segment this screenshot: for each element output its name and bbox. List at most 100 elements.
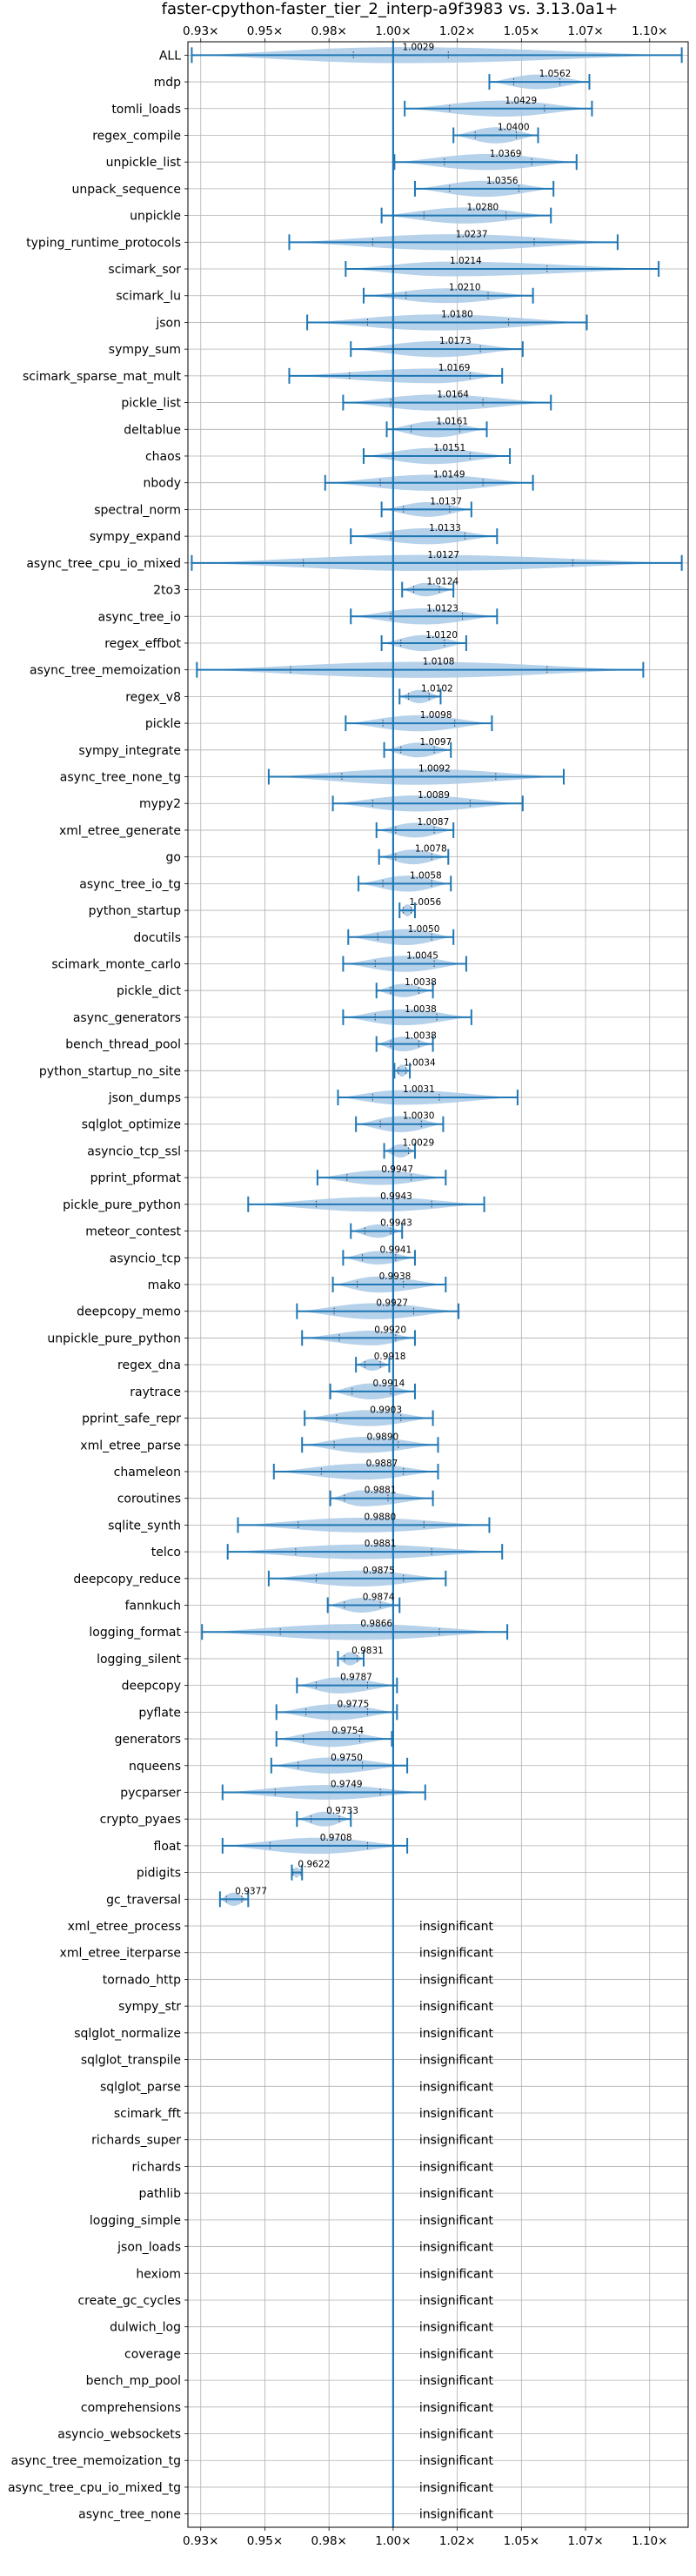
data-label: 0.9831	[351, 1646, 384, 1656]
x-tick-label-top: 0.93×	[183, 24, 218, 38]
benchmark-label: xml_etree_process	[68, 1920, 181, 1934]
benchmark-label: xml_etree_iterparse	[60, 1947, 181, 1961]
data-label: 0.9749	[331, 1779, 363, 1789]
benchmark-label: go	[166, 851, 181, 865]
data-label: 1.0029	[402, 42, 434, 52]
data-label: 1.0089	[418, 790, 450, 801]
benchmark-label: scimark_monte_carlo	[51, 957, 181, 971]
data-label: 1.0124	[426, 577, 458, 587]
insignificant-label: insignificant	[419, 2481, 494, 2495]
benchmark-label: pickle	[145, 717, 181, 731]
data-label: 0.9881	[365, 1486, 397, 1496]
data-label: 1.0161	[436, 416, 468, 426]
data-label: 1.0133	[429, 523, 461, 533]
benchmark-label: logging_simple	[90, 2214, 181, 2228]
benchmark-label: unpickle	[130, 210, 181, 224]
data-label: 0.9880	[365, 1512, 397, 1522]
benchmark-label: async_tree_none	[78, 2508, 181, 2522]
x-tick-label-top: 1.02×	[439, 24, 475, 38]
data-label: 0.9733	[326, 1806, 358, 1816]
data-label: 0.9754	[331, 1726, 364, 1736]
benchmark-label: 2to3	[153, 584, 181, 598]
benchmark-label: xml_etree_parse	[80, 1439, 181, 1452]
x-tick-label-top: 1.00×	[375, 24, 411, 38]
benchmark-label: regex_compile	[92, 129, 181, 143]
data-label: 1.0149	[433, 470, 465, 480]
benchmark-label: generators	[115, 1733, 181, 1747]
data-label: 1.0356	[486, 176, 519, 186]
insignificant-label: insignificant	[419, 2401, 494, 2415]
benchmark-label: dulwich_log	[110, 2321, 181, 2335]
benchmark-label: nqueens	[129, 1760, 181, 1774]
data-label: 0.9920	[374, 1325, 406, 1335]
x-tick-label-bottom: 1.10×	[632, 2534, 667, 2548]
benchmark-label: crypto_pyaes	[100, 1813, 181, 1827]
insignificant-label: insignificant	[419, 2428, 494, 2442]
benchmark-label: telco	[151, 1546, 181, 1560]
data-label: 0.9890	[366, 1432, 398, 1442]
benchmark-label: sympy_integrate	[78, 744, 181, 758]
benchmark-label: pprint_safe_repr	[82, 1412, 181, 1426]
x-tick-label-bottom: 1.05×	[504, 2534, 539, 2548]
benchmark-label: mako	[148, 1278, 181, 1292]
x-tick-label-top: 1.10×	[632, 24, 667, 38]
data-label: 0.9938	[379, 1271, 412, 1282]
benchmark-label: deepcopy	[122, 1680, 181, 1694]
data-label: 1.0097	[420, 737, 452, 748]
data-label: 0.9943	[380, 1191, 412, 1202]
data-label: 1.0056	[409, 897, 441, 908]
benchmark-label: unpickle_pure_python	[47, 1332, 181, 1345]
benchmark-label: comprehensions	[81, 2401, 181, 2415]
data-label: 1.0280	[466, 203, 499, 213]
benchmark-label: ALL	[159, 49, 181, 63]
data-label: 0.9377	[235, 1886, 267, 1896]
data-label: 1.0562	[539, 69, 572, 79]
insignificant-label: insignificant	[419, 2187, 494, 2201]
benchmark-label: meteor_contest	[85, 1225, 181, 1239]
data-label: 1.0127	[427, 550, 459, 560]
benchmark-label: regex_effbot	[104, 637, 181, 651]
benchmark-label: pickle_dict	[117, 984, 182, 998]
benchmark-label: docutils	[133, 931, 181, 945]
benchmark-label: pycparser	[120, 1786, 181, 1800]
benchmark-label: python_startup	[89, 904, 181, 918]
data-label: 1.0123	[426, 603, 458, 614]
benchmark-label: sqlite_synth	[108, 1519, 181, 1533]
benchmark-label: scimark_fft	[114, 2107, 182, 2121]
benchmark-label: async_tree_io_tg	[79, 877, 181, 891]
benchmark-label: deepcopy_reduce	[73, 1573, 181, 1587]
benchmark-label: async_tree_cpu_io_mixed	[26, 557, 181, 571]
benchmark-label: sqlglot_normalize	[74, 2027, 181, 2041]
data-label: 1.0108	[423, 657, 455, 667]
benchmark-label: sqlglot_parse	[100, 2080, 181, 2094]
benchmark-label: coverage	[124, 2347, 181, 2361]
benchmark-label: pprint_pformat	[90, 1171, 182, 1185]
data-label: 0.9708	[320, 1833, 352, 1843]
insignificant-label: insignificant	[419, 2241, 494, 2255]
insignificant-label: insignificant	[419, 2080, 494, 2094]
data-label: 0.9874	[363, 1593, 395, 1603]
benchmark-label: asyncio_websockets	[57, 2428, 181, 2442]
data-label: 1.0098	[420, 710, 452, 721]
insignificant-label: insignificant	[419, 2321, 494, 2335]
data-label: 1.0045	[406, 950, 438, 961]
benchmark-label: json_loads	[117, 2241, 181, 2255]
benchmark-label: pickle_pure_python	[63, 1198, 181, 1212]
benchmark-label: xml_etree_generate	[59, 824, 181, 838]
benchmark-label: create_gc_cycles	[77, 2294, 181, 2308]
plot-frame	[187, 41, 689, 2528]
benchmark-label: richards_super	[91, 2134, 181, 2148]
data-label: 1.0031	[403, 1084, 435, 1095]
insignificant-label: insignificant	[419, 2508, 494, 2522]
benchmark-label: pidigits	[137, 1867, 181, 1881]
x-tick-label-bottom: 1.07×	[567, 2534, 603, 2548]
benchmark-label: asyncio_tcp	[110, 1251, 181, 1265]
insignificant-label: insignificant	[419, 2000, 494, 2014]
data-label: 0.9918	[374, 1352, 406, 1362]
benchmark-label: json	[155, 316, 181, 330]
benchmark-label: async_generators	[73, 1011, 181, 1025]
data-label: 0.9875	[363, 1566, 395, 1576]
x-tick-label-bottom: 0.95×	[247, 2534, 283, 2548]
data-label: 0.9881	[365, 1539, 397, 1549]
benchmark-label: hexiom	[136, 2267, 181, 2281]
